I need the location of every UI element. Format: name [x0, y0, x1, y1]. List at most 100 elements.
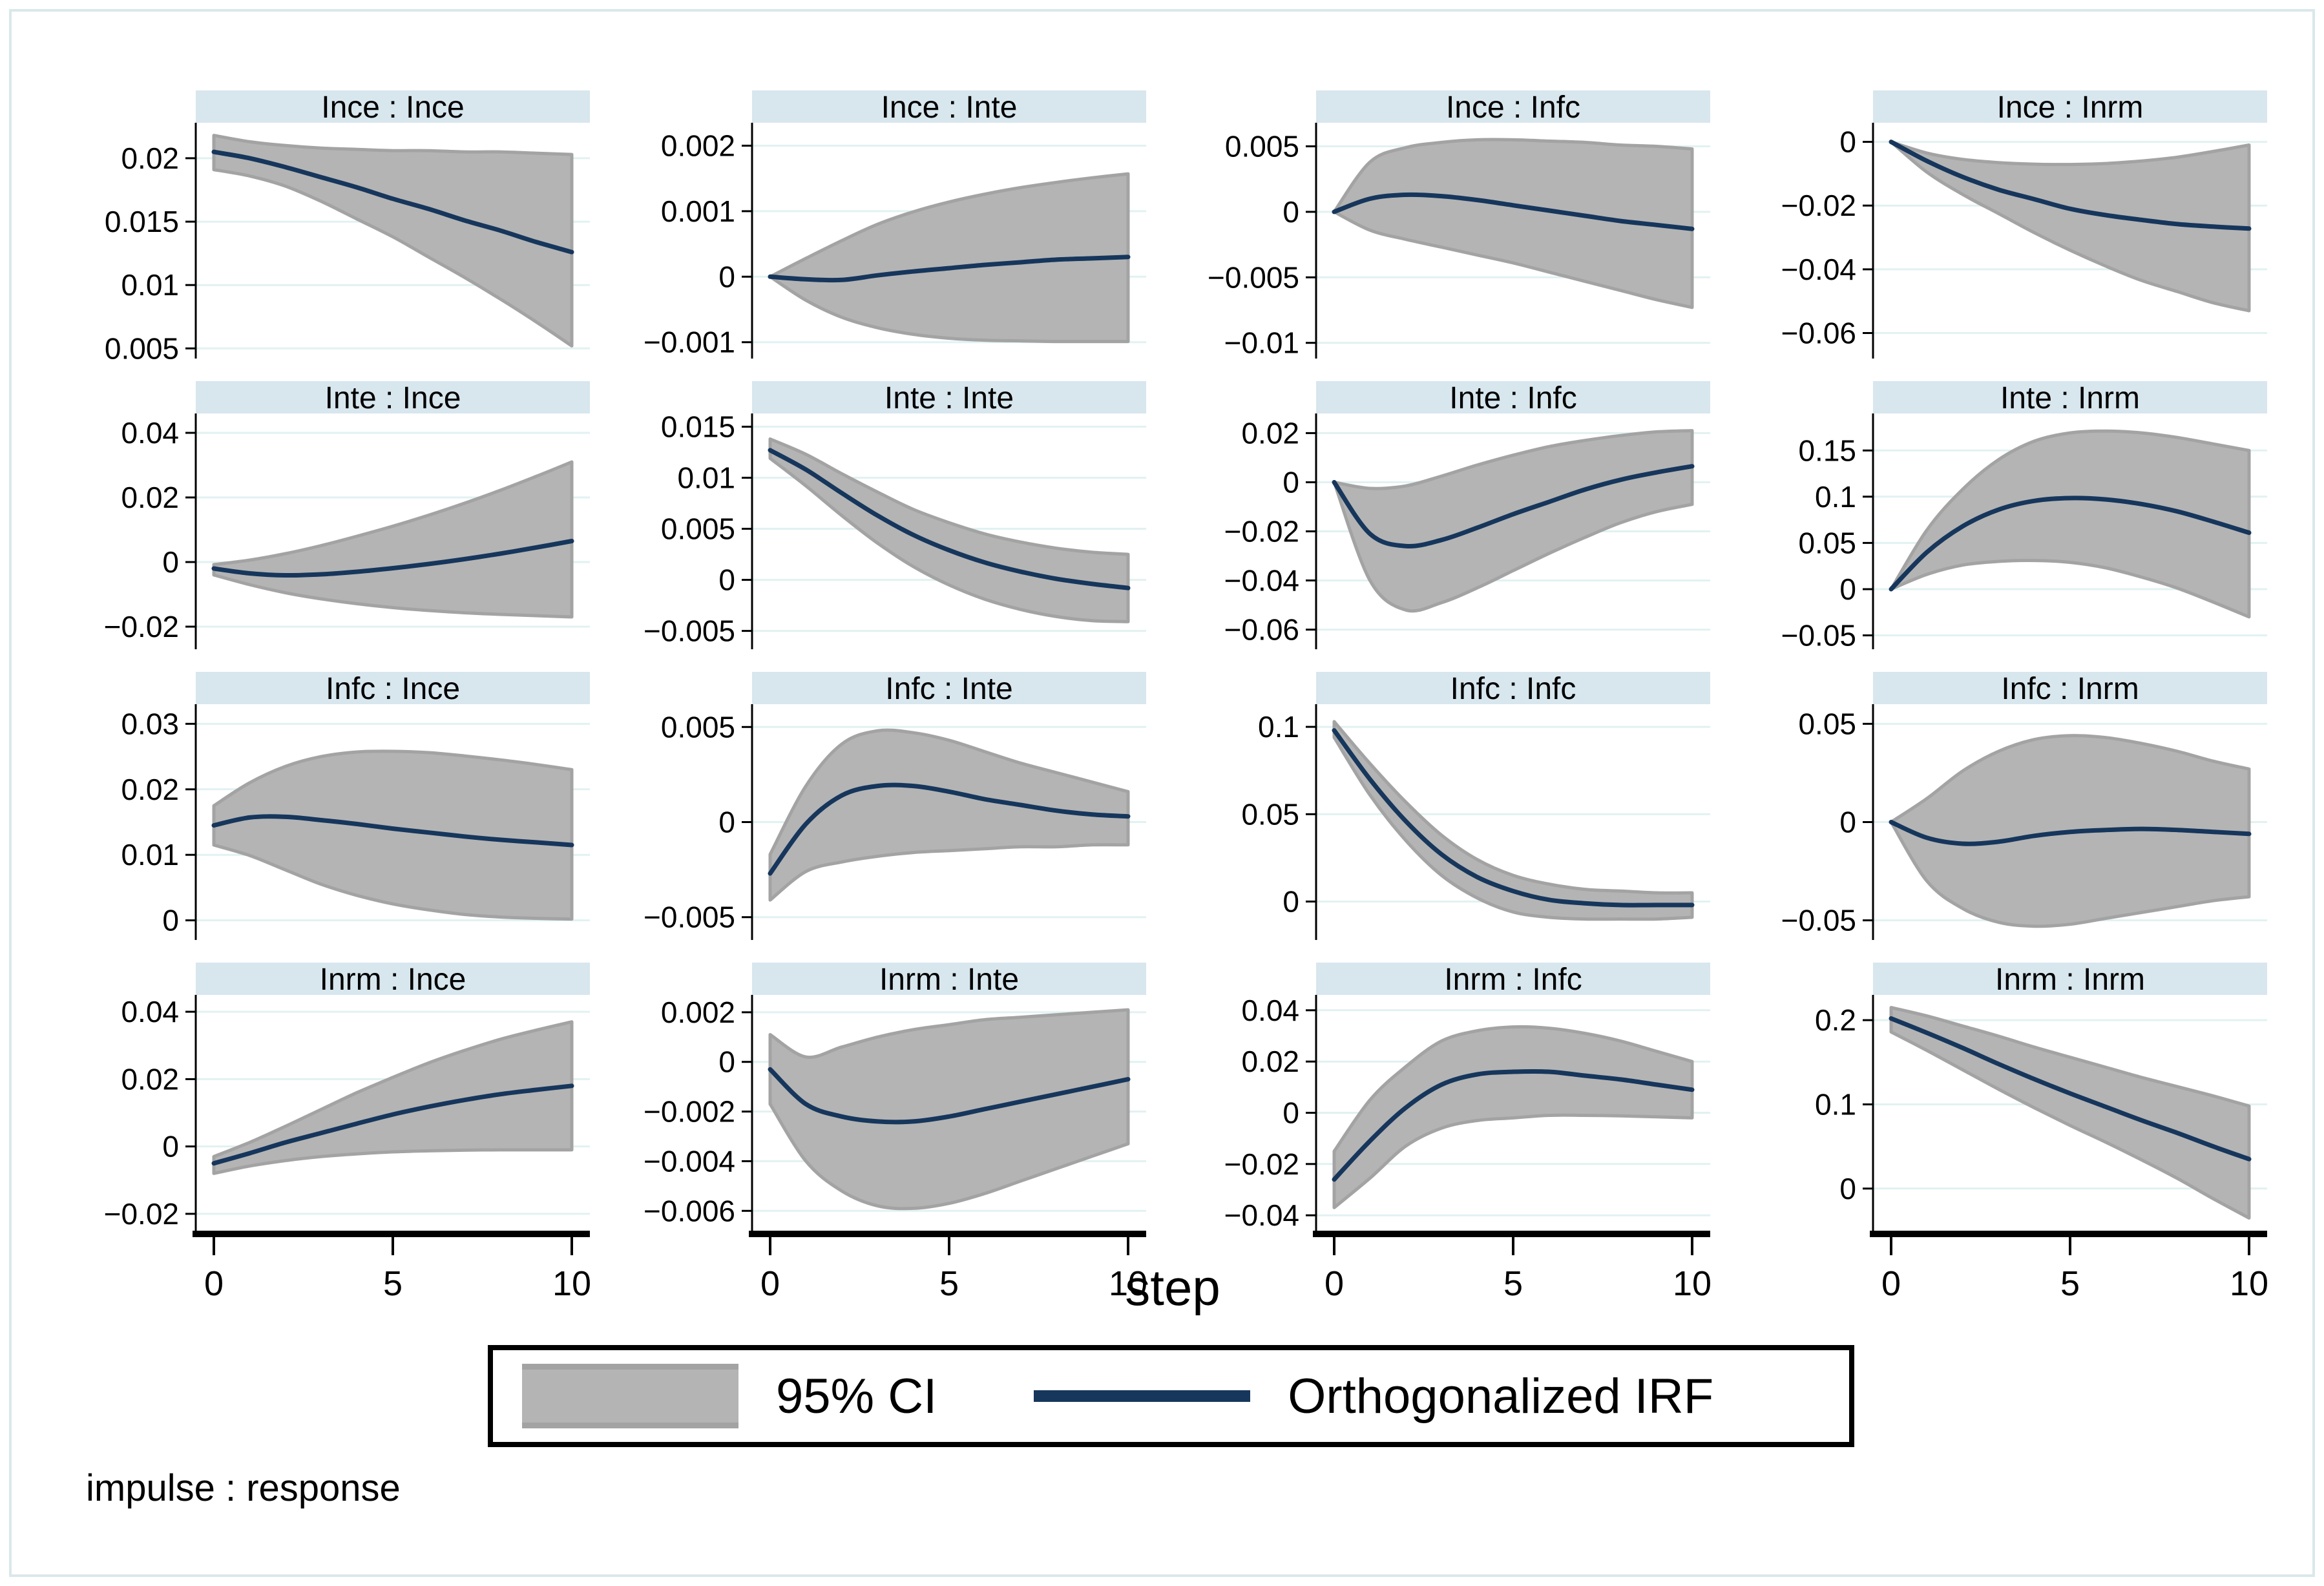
x-tick-label: 0 [1324, 1264, 1344, 1303]
y-tick-label: 0.04 [121, 995, 179, 1028]
irf-panel: −0.005 0 0.005 Infc : Inte [644, 672, 1146, 940]
panel-title-bar [196, 672, 590, 704]
x-tick-label: 0 [1881, 1264, 1901, 1303]
y-tick-label: 0 [1839, 572, 1856, 606]
y-tick-label: 0 [1282, 885, 1299, 919]
irf-panel: −0.001 0 0.001 0.002 Ince : Inte [644, 90, 1146, 359]
ci-band [1332, 1025, 1694, 1209]
irf-line [1332, 464, 1695, 549]
irf-line [211, 1083, 574, 1166]
irf-panel: −0.005 0 0.005 0.01 0.015 Inte : Inte [644, 381, 1146, 649]
panel-title: Infc : Ince [326, 672, 460, 706]
panel-title-bar [752, 672, 1146, 704]
ci-band [768, 172, 1130, 344]
y-tick-label: −0.001 [644, 326, 735, 359]
panel-title-bar [1316, 963, 1710, 995]
y-tick-label: −0.02 [1224, 1147, 1299, 1181]
ci-band [212, 1020, 574, 1175]
y-tick-label: −0.005 [644, 901, 735, 934]
y-tick-label: 0 [162, 545, 179, 579]
ci-band [1332, 429, 1694, 613]
ci-band [768, 437, 1130, 623]
ci-band [1889, 429, 2251, 619]
y-tick-label: 0.02 [121, 773, 179, 806]
panel-title: Inte : Infc [1449, 381, 1576, 415]
irf-line [1889, 820, 2252, 846]
y-tick-label: 0.002 [661, 129, 735, 163]
irf-line [768, 1067, 1131, 1125]
y-tick-label: 0.001 [661, 194, 735, 228]
panel-title: Infc : Inrm [2001, 672, 2139, 706]
y-tick-label: 0.04 [121, 416, 179, 450]
y-tick-label: −0.05 [1781, 619, 1856, 652]
y-tick-label: 0.01 [121, 268, 179, 302]
y-tick-label: −0.005 [1208, 260, 1299, 294]
y-tick-label: 0.1 [1815, 1088, 1856, 1122]
panel-title: Infc : Inte [885, 672, 1012, 706]
panel-title: Inte : Inte [885, 381, 1014, 415]
y-tick-label: 0.005 [1225, 130, 1299, 163]
y-tick-label: 0 [718, 260, 735, 293]
x-tick-label: 10 [2230, 1264, 2267, 1303]
panel-title: Ince : Inrm [1997, 90, 2144, 125]
y-tick-label: 0 [1282, 195, 1299, 229]
irf-panel: 0 0.01 0.02 0.03 Infc : Ince [121, 672, 590, 940]
irf-panel: −0.01 −0.005 0 0.005 Ince : Infc [1208, 90, 1710, 360]
y-tick-label: −0.002 [644, 1095, 735, 1129]
x-tick-label: 10 [1109, 1264, 1146, 1303]
impulse-response-note: impulse : response [86, 1467, 401, 1509]
panel-title-bar [1316, 381, 1710, 413]
panel-title: Inrm : Inrm [1995, 963, 2145, 997]
irf-line [1889, 496, 2252, 592]
x-tick-label: 0 [760, 1264, 780, 1303]
y-tick-label: 0.002 [661, 996, 735, 1029]
irf-line [1332, 1069, 1695, 1182]
y-tick-label: 0.01 [677, 461, 735, 495]
panel-title: Inrm : Inte [879, 963, 1019, 997]
y-tick-label: −0.02 [104, 610, 179, 643]
y-tick-label: 0.1 [1258, 710, 1299, 744]
panel-title: Inrm : Infc [1444, 963, 1582, 997]
y-tick-label: 0.1 [1815, 480, 1856, 514]
y-tick-label: 0.005 [661, 710, 735, 744]
x-tick-label: 0 [204, 1264, 224, 1303]
y-tick-label: 0 [718, 563, 735, 597]
panel-title-bar [196, 90, 590, 123]
irf-line-swatch [1034, 1390, 1251, 1402]
irf-line [1889, 140, 2252, 231]
irf-panel: −0.06 −0.04 −0.02 0 0.02 Inte : Infc [1224, 381, 1710, 649]
panel-title-bar [1873, 672, 2267, 704]
y-tick-label: 0 [1839, 806, 1856, 839]
x-tick-label: 5 [939, 1264, 959, 1303]
y-tick-label: 0.015 [661, 410, 735, 444]
irf-line [768, 255, 1131, 283]
y-tick-label: −0.06 [1224, 613, 1299, 647]
ci-legend-label: 95% CI [776, 1368, 937, 1424]
y-tick-label: 0 [718, 806, 735, 839]
y-tick-label: −0.02 [1224, 515, 1299, 548]
y-tick-label: 0.02 [1241, 1045, 1299, 1078]
figure-border [9, 9, 2315, 1577]
legend-box: 95% CI Orthogonalized IRF [488, 1345, 1854, 1447]
panel-title-bar [196, 381, 590, 413]
x-tick-label: 5 [2060, 1264, 2080, 1303]
irf-panel: −0.05 0 0.05 Infc : Inrm [1781, 672, 2267, 940]
y-tick-label: 0.02 [121, 481, 179, 514]
y-tick-label: −0.005 [644, 614, 735, 648]
panel-title-bar [1873, 90, 2267, 123]
panel-title: Infc : Infc [1450, 672, 1576, 706]
irf-panel: 0.005 0.01 0.015 0.02 Ince : Ince [105, 90, 590, 365]
panel-title-bar [1873, 381, 2267, 413]
irf-line [1889, 1016, 2252, 1162]
panel-title-bar [752, 90, 1146, 123]
irf-panel: 0 0.1 0.2 Inrm : Inrm 0 5 10 [1815, 963, 2267, 1303]
y-tick-label: 0.02 [121, 141, 179, 175]
y-tick-label: 0 [1839, 1172, 1856, 1205]
irf-line [768, 782, 1131, 876]
y-tick-label: 0.02 [1241, 416, 1299, 450]
panel-title-bar [1873, 963, 2267, 995]
irf-panel: −0.05 0 0.05 0.1 0.15 Inte : Inrm [1781, 381, 2267, 652]
y-tick-label: 0.05 [1798, 707, 1856, 740]
irf-line [1332, 728, 1695, 908]
panel-title: Inte : Inrm [2000, 381, 2140, 415]
